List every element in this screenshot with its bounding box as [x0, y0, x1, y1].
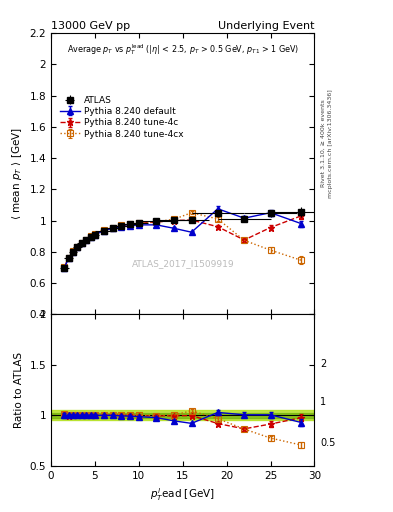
Text: ATLAS_2017_I1509919: ATLAS_2017_I1509919: [131, 259, 234, 268]
Text: 2: 2: [320, 358, 327, 369]
Text: 13000 GeV pp: 13000 GeV pp: [51, 20, 130, 31]
Text: 1: 1: [320, 397, 327, 407]
Text: Rivet 3.1.10, ≥ 400k events: Rivet 3.1.10, ≥ 400k events: [320, 99, 325, 187]
Bar: [51, 413, 314, 418]
Legend: ATLAS, Pythia 8.240 default, Pythia 8.240 tune-4c, Pythia 8.240 tune-4cx: ATLAS, Pythia 8.240 default, Pythia 8.24…: [58, 94, 185, 140]
Y-axis label: Ratio to ATLAS: Ratio to ATLAS: [14, 352, 24, 428]
Text: Underlying Event: Underlying Event: [218, 20, 314, 31]
Text: 0.5: 0.5: [320, 438, 336, 448]
Y-axis label: $\langle$ mean $p_T$ $\rangle$ [GeV]: $\langle$ mean $p_T$ $\rangle$ [GeV]: [10, 127, 24, 220]
X-axis label: $p_T^l$ead [GeV]: $p_T^l$ead [GeV]: [151, 486, 215, 503]
Text: Average $p_T$ vs $p_T^{\rm lead}$ ($|\eta|$ < 2.5, $p_T$ > 0.5 GeV, $p_{T1}$ > 1: Average $p_T$ vs $p_T^{\rm lead}$ ($|\et…: [67, 41, 299, 57]
Text: mcplots.cern.ch [arXiv:1306.3436]: mcplots.cern.ch [arXiv:1306.3436]: [328, 89, 333, 198]
Bar: [51, 410, 314, 420]
